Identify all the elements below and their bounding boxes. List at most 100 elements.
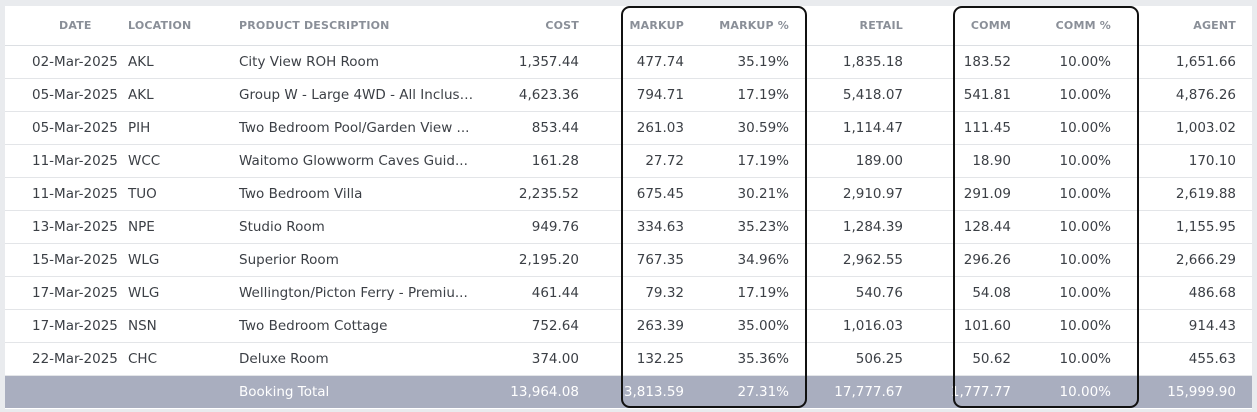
cell-date: 17-Mar-2025: [5, 309, 120, 343]
cell-comm: 541.81: [910, 78, 1019, 112]
cell-markup-percent: 34.96%: [692, 243, 801, 277]
cell-markup: 132.25: [583, 342, 692, 376]
cell-date: 13-Mar-2025: [5, 210, 120, 244]
cell-description: Superior Room: [229, 243, 475, 277]
cell-comm-percent: 10.00%: [1019, 45, 1128, 79]
header-markup[interactable]: MARKUP: [583, 6, 692, 46]
cell-retail: 540.76: [801, 276, 910, 310]
cell-description: Two Bedroom Cottage: [229, 309, 475, 343]
cell-location: WLG: [120, 276, 229, 310]
cell-location: TUO: [120, 177, 229, 211]
total-markup: 3,813.59: [583, 375, 692, 408]
cell-markup: 477.74: [583, 45, 692, 79]
cell-cost: 853.44: [475, 111, 583, 145]
cell-agent: 1,003.02: [1128, 111, 1252, 145]
cell-retail: 1,114.47: [801, 111, 910, 145]
cell-markup: 27.72: [583, 144, 692, 178]
cell-markup-percent: 35.19%: [692, 45, 801, 79]
cell-markup: 794.71: [583, 78, 692, 112]
cell-comm-percent: 10.00%: [1019, 243, 1128, 277]
cell-agent: 914.43: [1128, 309, 1252, 343]
cell-date: 02-Mar-2025: [5, 45, 120, 79]
cell-markup-percent: 17.19%: [692, 78, 801, 112]
cell-markup-percent: 35.23%: [692, 210, 801, 244]
cell-cost: 161.28: [475, 144, 583, 178]
table-header-row: DATE LOCATION PRODUCT DESCRIPTION COST M…: [5, 6, 1252, 46]
total-label: Booking Total: [229, 375, 475, 408]
header-retail[interactable]: RETAIL: [801, 6, 910, 46]
total-location-empty: [120, 375, 229, 408]
header-cost[interactable]: COST: [475, 6, 583, 46]
cell-comm: 101.60: [910, 309, 1019, 343]
cell-markup: 263.39: [583, 309, 692, 343]
table-row: 22-Mar-2025 CHC Deluxe Room 374.00 132.2…: [5, 342, 1252, 376]
cell-cost: 374.00: [475, 342, 583, 376]
cell-retail: 1,016.03: [801, 309, 910, 343]
cell-description: Deluxe Room: [229, 342, 475, 376]
cell-description: Waitomo Glowworm Caves Guid...: [229, 144, 475, 178]
cell-location: NSN: [120, 309, 229, 343]
cell-comm: 183.52: [910, 45, 1019, 79]
cell-location: AKL: [120, 78, 229, 112]
cell-cost: 2,195.20: [475, 243, 583, 277]
header-comm-percent[interactable]: COMM %: [1019, 6, 1128, 46]
cell-description: Wellington/Picton Ferry - Premiu...: [229, 276, 475, 310]
cell-date: 22-Mar-2025: [5, 342, 120, 376]
cell-retail: 1,835.18: [801, 45, 910, 79]
cell-date: 15-Mar-2025: [5, 243, 120, 277]
cell-retail: 506.25: [801, 342, 910, 376]
total-comm: 1,777.77: [910, 375, 1019, 408]
total-markup-percent: 27.31%: [692, 375, 801, 408]
cell-retail: 2,962.55: [801, 243, 910, 277]
header-location[interactable]: LOCATION: [120, 6, 229, 46]
header-date[interactable]: DATE: [5, 6, 120, 46]
booking-total-row: Booking Total 13,964.08 3,813.59 27.31% …: [5, 375, 1252, 408]
cell-markup-percent: 30.59%: [692, 111, 801, 145]
cell-description: City View ROH Room: [229, 45, 475, 79]
cell-comm-percent: 10.00%: [1019, 177, 1128, 211]
table-row: 15-Mar-2025 WLG Superior Room 2,195.20 7…: [5, 243, 1252, 277]
table-row: 05-Mar-2025 PIH Two Bedroom Pool/Garden …: [5, 111, 1252, 145]
cell-cost: 949.76: [475, 210, 583, 244]
total-retail: 17,777.67: [801, 375, 910, 408]
cell-comm: 111.45: [910, 111, 1019, 145]
cell-markup-percent: 17.19%: [692, 144, 801, 178]
booking-items-table: DATE LOCATION PRODUCT DESCRIPTION COST M…: [5, 6, 1252, 408]
total-comm-percent: 10.00%: [1019, 375, 1128, 408]
cell-location: PIH: [120, 111, 229, 145]
cell-retail: 5,418.07: [801, 78, 910, 112]
header-markup-percent[interactable]: MARKUP %: [692, 6, 801, 46]
cell-comm: 54.08: [910, 276, 1019, 310]
cell-comm-percent: 10.00%: [1019, 309, 1128, 343]
cell-description: Studio Room: [229, 210, 475, 244]
cell-description: Two Bedroom Villa: [229, 177, 475, 211]
cell-date: 11-Mar-2025: [5, 144, 120, 178]
cell-agent: 170.10: [1128, 144, 1252, 178]
cell-comm-percent: 10.00%: [1019, 210, 1128, 244]
header-product-description[interactable]: PRODUCT DESCRIPTION: [229, 6, 475, 46]
cell-location: CHC: [120, 342, 229, 376]
header-comm[interactable]: COMM: [910, 6, 1019, 46]
cell-agent: 4,876.26: [1128, 78, 1252, 112]
cell-location: WLG: [120, 243, 229, 277]
cell-cost: 461.44: [475, 276, 583, 310]
table-row: 17-Mar-2025 WLG Wellington/Picton Ferry …: [5, 276, 1252, 310]
cell-comm: 50.62: [910, 342, 1019, 376]
cell-comm: 291.09: [910, 177, 1019, 211]
cell-markup-percent: 30.21%: [692, 177, 801, 211]
table-row: 13-Mar-2025 NPE Studio Room 949.76 334.6…: [5, 210, 1252, 244]
cell-description: Group W - Large 4WD - All Inclusi...: [229, 78, 475, 112]
cell-comm-percent: 10.00%: [1019, 78, 1128, 112]
cell-retail: 2,910.97: [801, 177, 910, 211]
cell-markup: 79.32: [583, 276, 692, 310]
cell-markup-percent: 35.36%: [692, 342, 801, 376]
cell-cost: 1,357.44: [475, 45, 583, 79]
cell-location: WCC: [120, 144, 229, 178]
cell-comm-percent: 10.00%: [1019, 342, 1128, 376]
cell-agent: 2,666.29: [1128, 243, 1252, 277]
cell-markup: 767.35: [583, 243, 692, 277]
cell-comm-percent: 10.00%: [1019, 111, 1128, 145]
header-agent[interactable]: AGENT: [1128, 6, 1252, 46]
cell-agent: 1,651.66: [1128, 45, 1252, 79]
cell-comm: 18.90: [910, 144, 1019, 178]
